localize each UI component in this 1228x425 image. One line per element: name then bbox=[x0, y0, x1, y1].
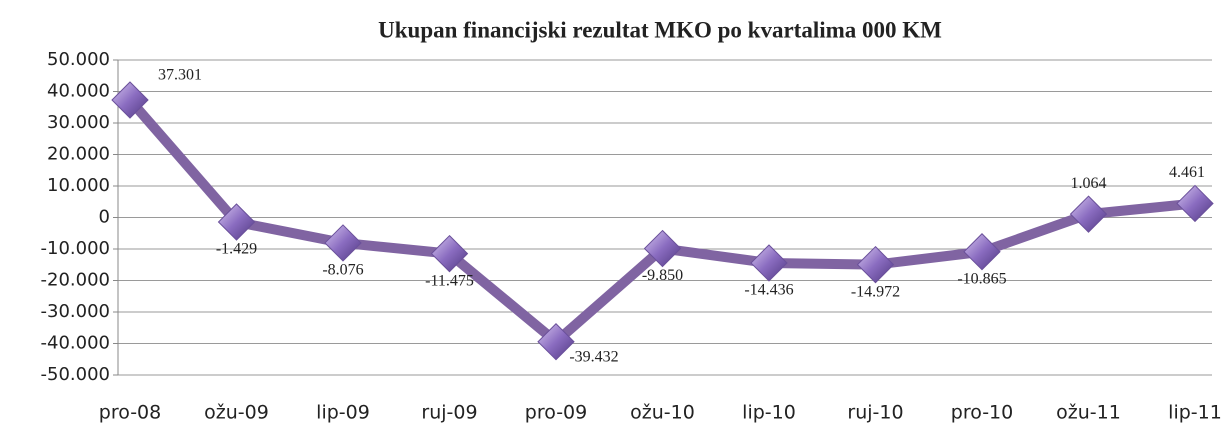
data-label: -14.436 bbox=[744, 282, 793, 299]
marker bbox=[750, 244, 788, 282]
marker bbox=[1069, 195, 1108, 233]
y-tick-label: 40.000 bbox=[47, 81, 110, 102]
x-tick-label: lip-09 bbox=[316, 402, 370, 424]
x-tick-label: ožu-09 bbox=[204, 402, 269, 424]
line bbox=[126, 96, 1196, 347]
x-tick-label: pro-10 bbox=[951, 402, 1013, 424]
y-tick-label: -40.000 bbox=[41, 333, 110, 354]
data-label: 1.064 bbox=[1071, 175, 1107, 192]
x-tick-label: lip-10 bbox=[742, 402, 796, 424]
data-label: -9.850 bbox=[642, 267, 683, 284]
marker bbox=[324, 224, 362, 262]
x-tick-label: pro-08 bbox=[99, 402, 161, 424]
data-label: -11.475 bbox=[425, 272, 474, 289]
x-tick-label: lip-11 bbox=[1168, 402, 1222, 424]
data-label: -14.972 bbox=[851, 283, 900, 300]
y-tick-label: 0 bbox=[99, 207, 110, 228]
y-tick-label: 20.000 bbox=[47, 144, 110, 165]
data-label: 37.301 bbox=[158, 67, 202, 84]
y-tick-label: 30.000 bbox=[47, 112, 110, 133]
marker bbox=[537, 323, 575, 361]
y-tick-label: -50.000 bbox=[41, 364, 110, 385]
y-tick-label: -20.000 bbox=[41, 270, 110, 291]
data-label: 4.461 bbox=[1169, 164, 1205, 181]
x-tick-label: pro-09 bbox=[525, 402, 587, 424]
y-tick-label: -30.000 bbox=[41, 301, 110, 322]
marker bbox=[111, 81, 149, 119]
marker bbox=[430, 234, 469, 273]
data-label: -10.865 bbox=[957, 270, 1006, 287]
marker bbox=[1176, 184, 1214, 223]
y-tick-label: 10.000 bbox=[47, 175, 110, 196]
marker bbox=[856, 245, 895, 284]
marker bbox=[963, 233, 1001, 271]
marker bbox=[643, 229, 682, 268]
data-label: -39.432 bbox=[569, 348, 618, 365]
y-tick-label: 50.000 bbox=[47, 49, 110, 70]
x-tick-label: ožu-11 bbox=[1056, 402, 1121, 424]
x-tick-label: ruj-09 bbox=[421, 402, 477, 424]
chart-title: Ukupan financijski rezultat MKO po kvart… bbox=[378, 17, 942, 42]
x-tick-label: ruj-10 bbox=[847, 402, 903, 424]
marker bbox=[217, 203, 256, 241]
x-tick-label: ožu-10 bbox=[630, 402, 695, 424]
data-label: -1.429 bbox=[216, 241, 257, 258]
data-label: -8.076 bbox=[322, 262, 363, 279]
y-tick-label: -10.000 bbox=[41, 238, 110, 259]
